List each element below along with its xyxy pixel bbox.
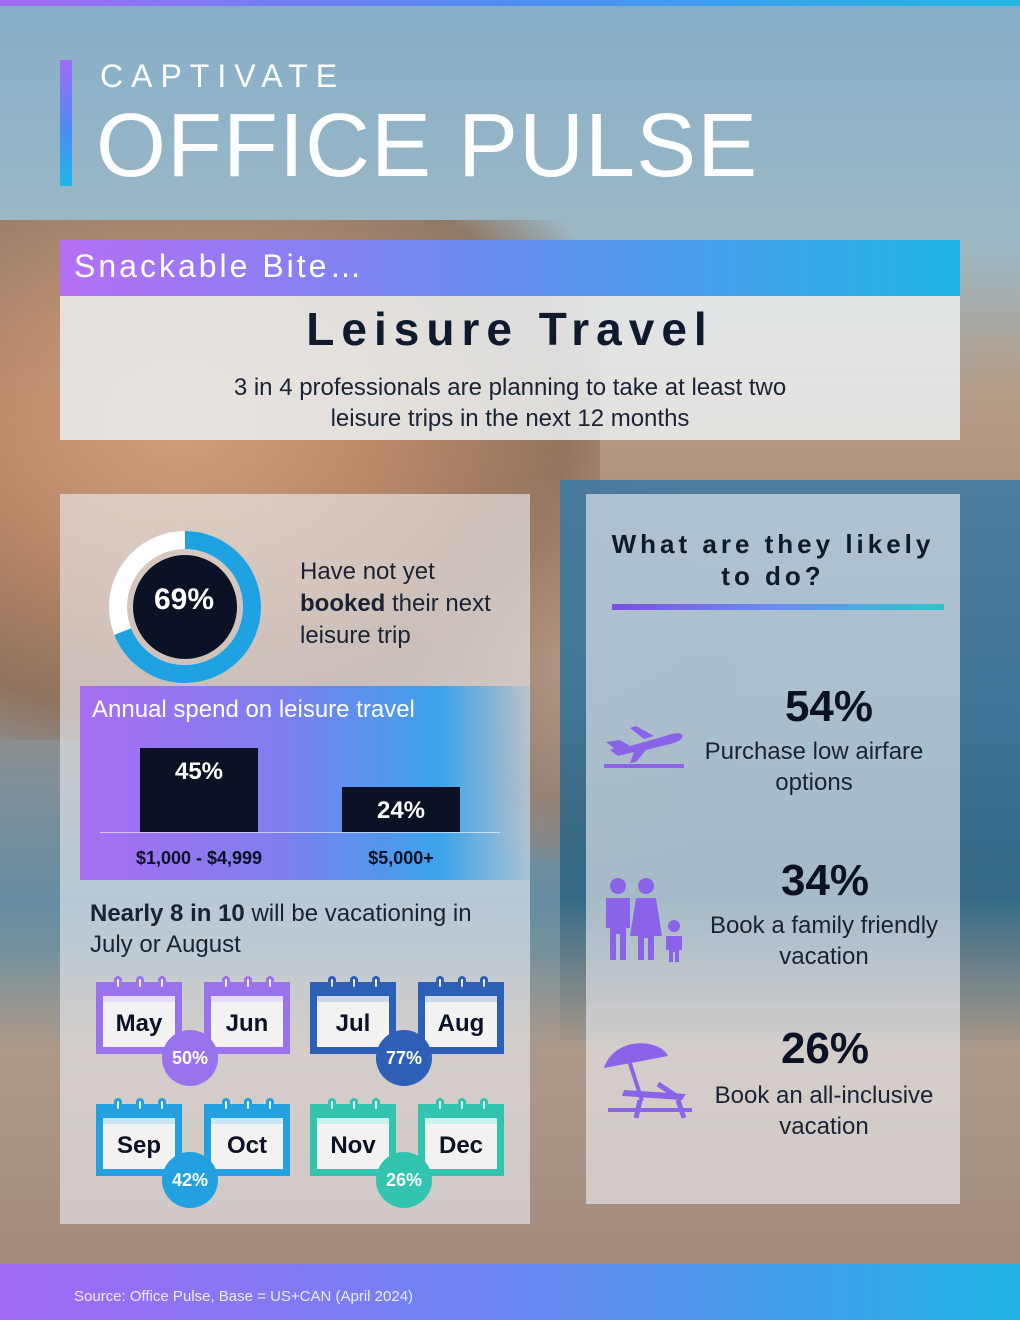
booked-text-before: Have not yet	[300, 558, 435, 585]
calendar-ring	[244, 1098, 252, 1112]
calendar-month-label: Oct	[226, 1132, 267, 1159]
calendar-body	[96, 1118, 182, 1176]
airplane-icon	[604, 726, 684, 768]
bar-category-label: $1,000 - $4,999	[135, 848, 263, 868]
calendar-ring	[436, 1098, 444, 1112]
calendar-ring	[328, 1098, 336, 1112]
booked-donut-chart	[109, 531, 261, 683]
booked-text-bold: booked	[300, 590, 386, 617]
calendar-ring	[266, 976, 274, 990]
calendar-month-label: Aug	[437, 1010, 485, 1037]
calendar-icon: Sep	[96, 1098, 182, 1176]
bar-value-label: 45%	[174, 758, 224, 785]
vacation-text-rest: will be vacationing in July or August	[90, 900, 472, 958]
calendar-ring	[244, 976, 252, 990]
right-title-underline	[612, 604, 944, 610]
calendar-month-label: Jul	[335, 1010, 371, 1037]
chart-title: Annual spend on leisure travel	[92, 696, 415, 723]
brand-stripe	[60, 60, 72, 186]
calendar-ring	[222, 1098, 230, 1112]
brand-title: OFFICE PULSE	[96, 96, 759, 196]
calendar-ring	[458, 976, 466, 990]
source-note: Source: Office Pulse, Base = US+CAN (Apr…	[74, 1288, 414, 1305]
bar-category-label: $5,000+	[368, 848, 434, 868]
stat-text-all-inclusive: Book an all-inclusive vacation	[714, 1082, 934, 1140]
beach-chair-icon	[604, 1043, 692, 1119]
calendar-month-label: Nov	[330, 1132, 376, 1159]
donut-arc	[109, 531, 261, 683]
calendar-icon: Jun	[204, 976, 290, 1054]
footer-bar: Source: Office Pulse, Base = US+CAN (Apr…	[0, 1264, 1020, 1320]
chart-bar	[140, 748, 258, 832]
calendar-ring	[114, 976, 122, 990]
calendar-ring	[436, 976, 444, 990]
calendar-month-label: May	[115, 1010, 163, 1037]
calendar-icon: Jul	[310, 976, 396, 1054]
donut-label: 69%	[153, 583, 215, 616]
calendar-ring	[372, 976, 380, 990]
calendar-ring	[158, 1098, 166, 1112]
vacation-text-bold: Nearly 8 in 10	[90, 900, 245, 927]
stat-text-airfare: Purchase low airfare options	[704, 738, 924, 796]
booked-text: Have not yet booked their next leisure t…	[300, 556, 520, 652]
lead-box	[60, 296, 960, 440]
stat-pct-all-inclusive: 26%	[780, 1024, 870, 1073]
calendar-ring	[266, 1098, 274, 1112]
month-pct-badge: 77%	[376, 1030, 432, 1086]
chart-axis	[100, 832, 500, 833]
right-title: What are they likely to do?	[611, 529, 935, 591]
top-accent-bar	[0, 0, 1020, 6]
stat-text-family: Book a family friendly vacation	[709, 912, 939, 970]
calendar-ring	[114, 1098, 122, 1112]
calendar-month-label: Jun	[225, 1010, 269, 1037]
calendar-body	[418, 996, 504, 1054]
calendar-body	[204, 1118, 290, 1176]
calendar-ring	[136, 976, 144, 990]
calendar-ring	[480, 1098, 488, 1112]
calendar-icon: Oct	[204, 1098, 290, 1176]
calendar-ring	[350, 976, 358, 990]
calendar-month-label: Dec	[438, 1132, 484, 1159]
calendar-ring	[350, 1098, 358, 1112]
stat-pct-airfare: 54%	[784, 682, 874, 731]
page-title: Leisure Travel	[306, 303, 714, 355]
calendar-ring	[158, 976, 166, 990]
calendar-ring	[136, 1098, 144, 1112]
kicker-text: Snackable Bite…	[74, 248, 365, 284]
calendar-month-label: Sep	[116, 1132, 161, 1159]
lead-text: 3 in 4 professionals are planning to tak…	[233, 374, 787, 432]
kicker-bar: Snackable Bite…	[60, 240, 960, 296]
calendar-ring	[222, 976, 230, 990]
chart-bar	[342, 787, 460, 832]
month-pct-badge: 42%	[162, 1152, 218, 1208]
donut-center	[133, 555, 237, 659]
calendar-ring	[480, 976, 488, 990]
calendar-body	[204, 996, 290, 1054]
booked-text-after: their next leisure trip	[300, 590, 491, 649]
month-pct-badge: 50%	[162, 1030, 218, 1086]
stat-pct-family: 34%	[780, 856, 870, 905]
calendar-ring	[328, 976, 336, 990]
calendar-icon: Dec	[418, 1098, 504, 1176]
calendar-body	[418, 1118, 504, 1176]
right-panel	[586, 494, 960, 1204]
month-pct-badge: 26%	[376, 1152, 432, 1208]
family-icon	[606, 878, 682, 962]
calendar-icon: Aug	[418, 976, 504, 1054]
brand-name: CAPTIVATE	[100, 58, 346, 94]
calendar-ring	[372, 1098, 380, 1112]
calendar-ring	[458, 1098, 466, 1112]
bar-value-label: 24%	[376, 797, 426, 825]
vacation-text: Nearly 8 in 10 will be vacationing in Ju…	[90, 898, 510, 960]
